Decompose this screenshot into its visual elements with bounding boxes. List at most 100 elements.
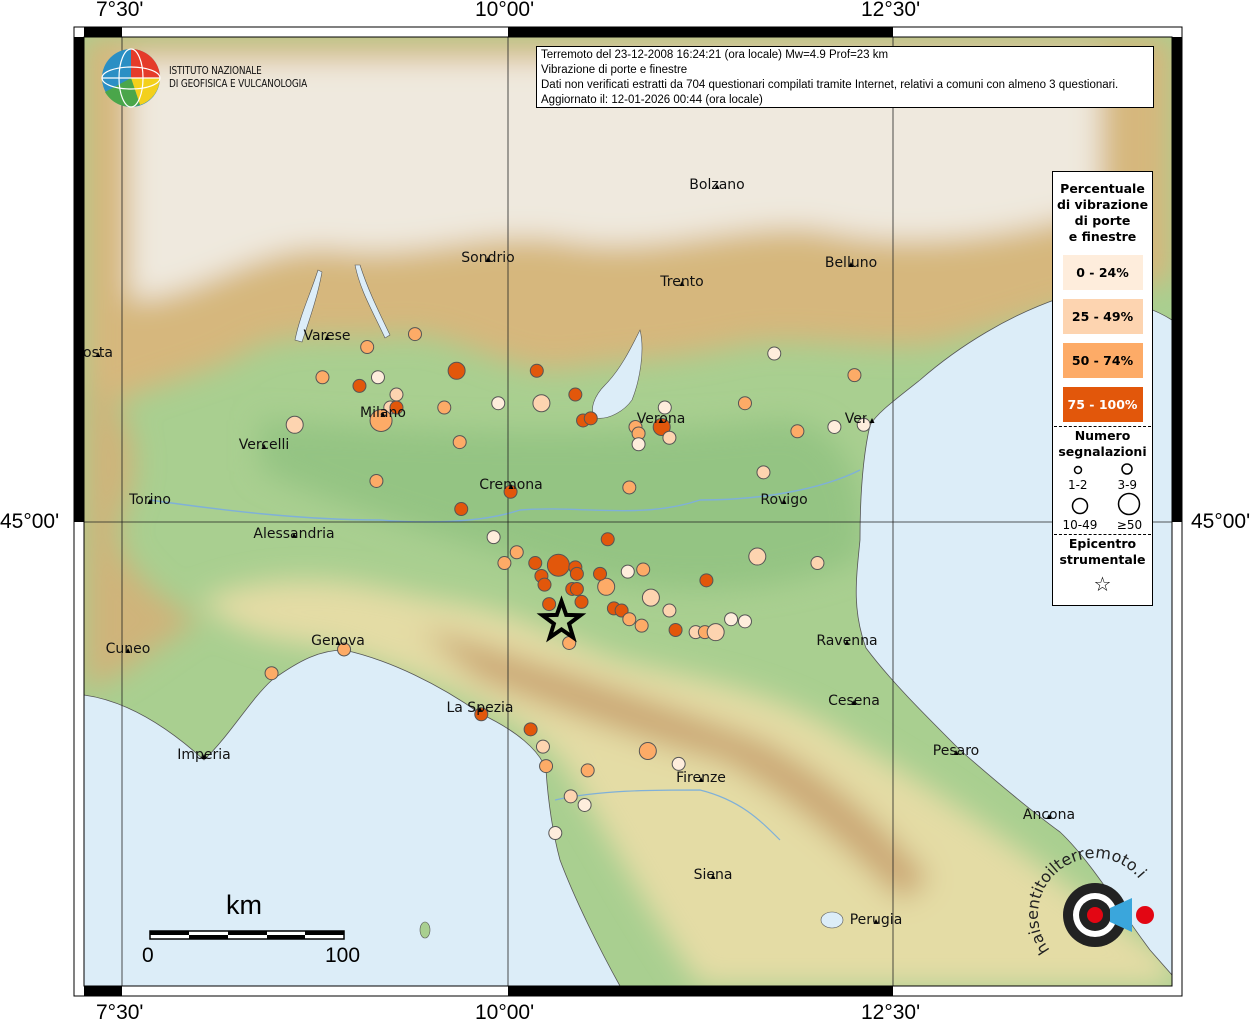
size-3-9-circle-icon (1121, 463, 1133, 475)
legend-star-icon: ☆ (1093, 572, 1112, 596)
legend-class-0: 0 - 24% (1062, 255, 1143, 290)
legend-count-title-line: segnalazioni (1058, 444, 1147, 459)
lake-como (354, 264, 391, 339)
observation-point (539, 759, 554, 774)
observation-point (452, 435, 467, 450)
city-marker-icon (261, 444, 267, 449)
legend-title: Percentuale di vibrazione di porte e fin… (1053, 181, 1152, 245)
epicenter-star-icon (536, 595, 587, 643)
legend: Percentuale di vibrazione di porte e fin… (1052, 171, 1153, 606)
legend-epicenter-line: Epicentro (1068, 536, 1137, 551)
observation-point (535, 739, 550, 754)
observation-point (315, 370, 330, 385)
observation-point (847, 368, 862, 383)
lon-label-top-3: 12°30' (861, 0, 921, 21)
city-markers (95, 184, 1052, 924)
city-genova: Genova (311, 633, 365, 649)
ligurian-sea (84, 649, 621, 986)
scale-bar (149, 930, 345, 940)
observation-point (622, 612, 637, 627)
observation-point (407, 327, 422, 342)
event-line: Terremoto del 23-12-2008 16:24:21 (ora l… (541, 49, 889, 61)
legend-count-title-line: Numero (1074, 428, 1131, 443)
observation-point (756, 465, 771, 480)
city-verona: Verona (636, 411, 686, 427)
ingv-logo-icon (101, 48, 161, 108)
observation-point (569, 581, 584, 596)
city-marker-icon (485, 257, 491, 262)
lake-trasimeno (820, 911, 844, 929)
observation-point (724, 612, 739, 627)
city-cuneo: Cuneo (105, 641, 151, 657)
city-ancona: Ancona (1022, 807, 1076, 823)
observation-point (767, 346, 782, 361)
observation-point (657, 400, 672, 415)
city-marker-icon (95, 352, 101, 357)
observation-point (593, 566, 608, 581)
city-alessandria: Alessandria (253, 526, 335, 542)
observation-point (437, 400, 452, 415)
observation-point (491, 396, 506, 411)
legend-divider (1054, 426, 1151, 427)
size-50-plus-circle-icon (1118, 492, 1141, 516)
lake-maggiore (294, 269, 323, 343)
observation-point (810, 556, 825, 571)
western-alps (84, 380, 200, 690)
legend-count-title: Numero segnalazioni (1053, 428, 1152, 460)
city-firenze: Firenze (676, 770, 726, 786)
city-sondrio: Sondrio (461, 250, 515, 266)
observation-point (577, 797, 592, 812)
scale-end: 100 (325, 944, 361, 967)
observation-point (652, 417, 671, 436)
observation-point (737, 614, 752, 629)
city-marker-icon (508, 484, 514, 489)
city-rovigo: Rovigo (760, 492, 808, 508)
observation-point (360, 340, 375, 355)
city-milano: Milano (360, 405, 406, 421)
observation-point (790, 424, 805, 439)
count-class-label: ≥50 (1116, 518, 1143, 532)
lon-label-bottom-3: 12°30' (861, 1001, 921, 1024)
city-vercelli: Vercelli (238, 437, 290, 453)
observation-point (622, 480, 637, 495)
ingv-line-2: DI GEOFISICA E VULCANOLOGIA (169, 78, 308, 90)
city-marker-icon (380, 412, 386, 417)
apennine-ridge (420, 630, 930, 900)
city-marker-icon (848, 262, 854, 267)
lon-label-top-1: 7°30' (96, 0, 144, 21)
lat-label-right: 45°00' (1191, 510, 1251, 533)
city-marker-icon (291, 533, 297, 538)
size-1-2-circle-icon (1073, 465, 1082, 475)
observation-point (634, 618, 649, 633)
city-belluno: Belluno (824, 255, 878, 271)
city-marker-icon (698, 777, 704, 782)
city-trento: Trento (660, 274, 704, 290)
island-gorgona (419, 921, 431, 939)
alps-snow (130, 60, 1100, 300)
city-siena: Siena (693, 867, 733, 883)
city-cesena: Cesena (828, 693, 880, 709)
observation-point (662, 430, 677, 445)
city-torino: Torino (129, 492, 171, 508)
city-marker-icon (710, 874, 716, 879)
observation-point (529, 363, 544, 378)
city-marker-icon (658, 418, 664, 423)
legend-epicenter-line: strumentale (1059, 552, 1146, 567)
observation-point (497, 556, 512, 571)
observation-point (699, 573, 714, 588)
city-marker-icon (201, 754, 207, 759)
observation-point (671, 756, 686, 771)
lon-label-top-2: 10°00' (475, 0, 535, 21)
observation-point (285, 415, 304, 434)
observation-point (447, 361, 466, 380)
event-info-box: Terremoto del 23-12-2008 16:24:21 (ora l… (536, 46, 1154, 108)
city-marker-icon (1046, 814, 1052, 819)
count-class-label: 10-49 (1062, 518, 1098, 532)
city-marker-icon (324, 335, 330, 340)
city-marker-icon (477, 707, 483, 712)
city-varese: Varese (303, 328, 351, 344)
legend-count-row-2: 10-49 ≥50 (1053, 492, 1152, 532)
po-river (149, 469, 861, 523)
count-class-label: 1-2 (1067, 478, 1088, 492)
city-cremona: Cremona (479, 477, 543, 493)
